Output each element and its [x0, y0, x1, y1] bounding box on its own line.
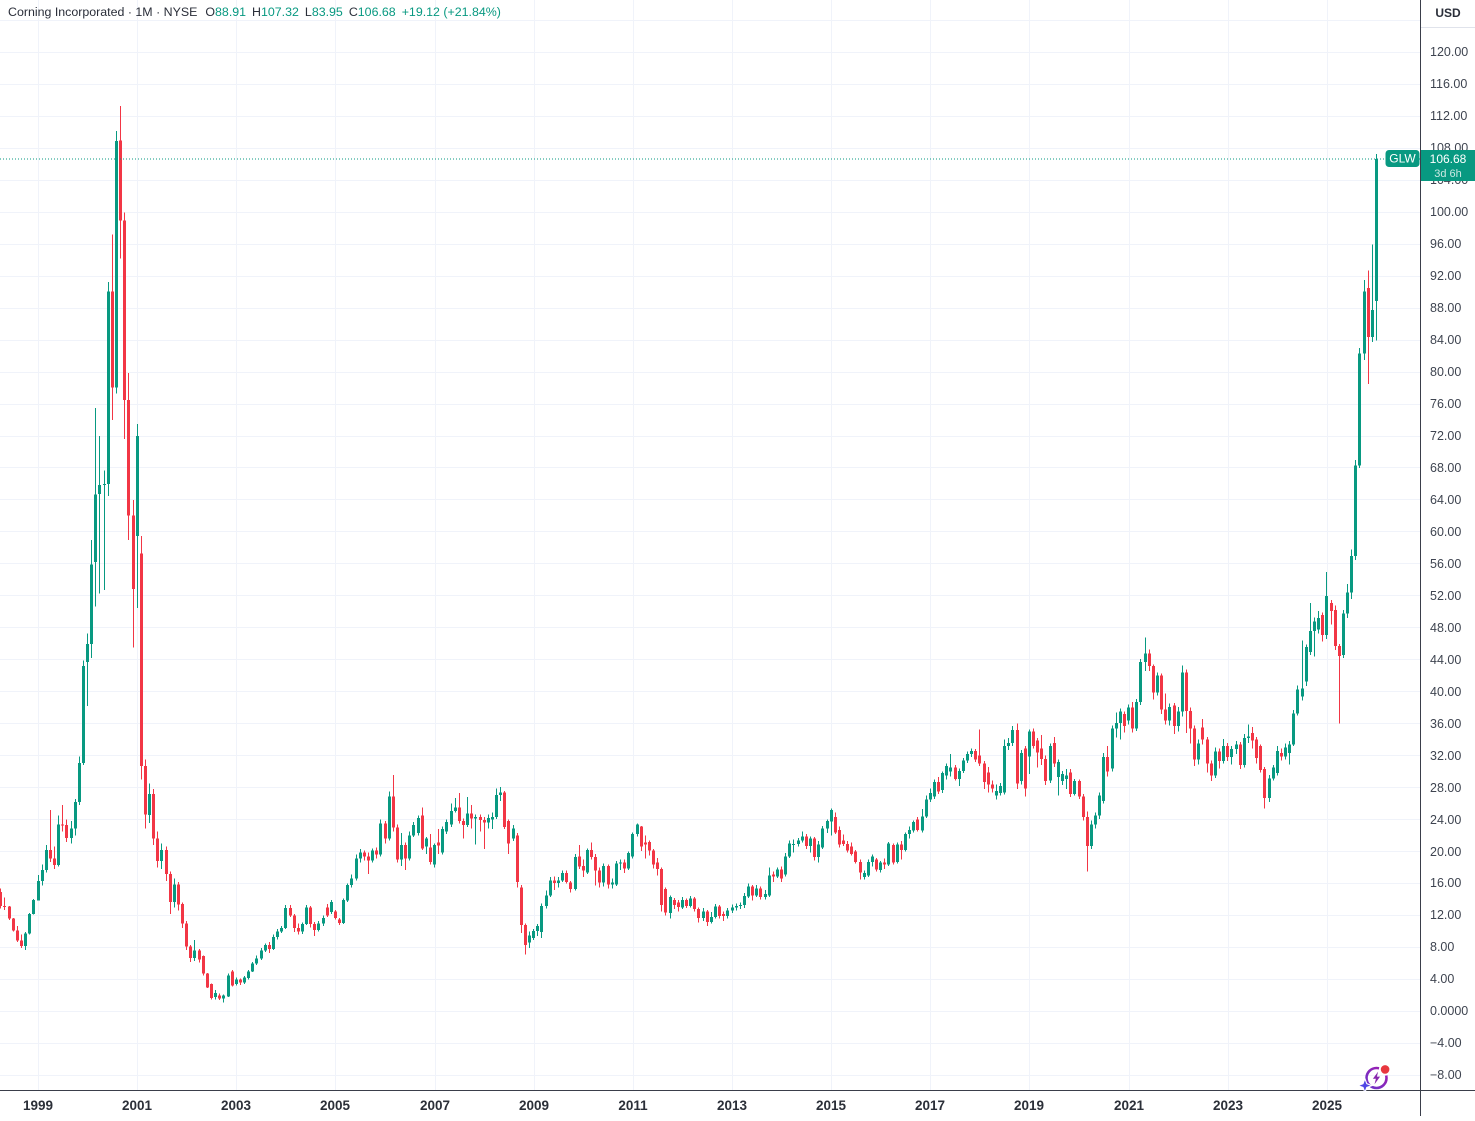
svg-text:2005: 2005 — [320, 1098, 351, 1113]
svg-text:USD: USD — [1435, 6, 1461, 20]
svg-text:106.68: 106.68 — [1430, 152, 1467, 166]
svg-text:92.00: 92.00 — [1430, 269, 1461, 283]
svg-text:76.00: 76.00 — [1430, 397, 1461, 411]
svg-text:−8.00: −8.00 — [1430, 1068, 1462, 1082]
svg-text:2011: 2011 — [618, 1098, 648, 1113]
svg-text:2015: 2015 — [816, 1098, 847, 1113]
svg-text:2007: 2007 — [420, 1098, 450, 1113]
svg-text:100.00: 100.00 — [1430, 205, 1468, 219]
svg-text:120.00: 120.00 — [1430, 45, 1468, 59]
svg-text:20.00: 20.00 — [1430, 845, 1461, 859]
svg-text:24.00: 24.00 — [1430, 813, 1461, 827]
svg-text:2013: 2013 — [717, 1098, 748, 1113]
svg-text:12.00: 12.00 — [1430, 908, 1461, 922]
svg-text:44.00: 44.00 — [1430, 653, 1461, 667]
svg-text:64.00: 64.00 — [1430, 493, 1461, 507]
svg-text:112.00: 112.00 — [1430, 109, 1467, 123]
svg-text:48.00: 48.00 — [1430, 621, 1461, 635]
svg-text:28.00: 28.00 — [1430, 781, 1461, 795]
svg-text:1999: 1999 — [23, 1098, 53, 1113]
svg-text:60.00: 60.00 — [1430, 525, 1461, 539]
svg-text:32.00: 32.00 — [1430, 749, 1461, 763]
svg-text:2003: 2003 — [221, 1098, 252, 1113]
svg-text:2019: 2019 — [1014, 1098, 1044, 1113]
svg-text:2025: 2025 — [1312, 1098, 1343, 1113]
svg-text:0.0000: 0.0000 — [1430, 1004, 1468, 1018]
svg-text:GLW: GLW — [1389, 152, 1416, 166]
svg-text:88.00: 88.00 — [1430, 301, 1461, 315]
svg-text:3d 6h: 3d 6h — [1434, 168, 1462, 180]
svg-text:84.00: 84.00 — [1430, 333, 1461, 347]
svg-text:2001: 2001 — [122, 1098, 153, 1113]
svg-text:36.00: 36.00 — [1430, 717, 1461, 731]
svg-text:116.00: 116.00 — [1430, 77, 1467, 91]
svg-text:68.00: 68.00 — [1430, 461, 1461, 475]
svg-text:2021: 2021 — [1114, 1098, 1145, 1113]
svg-text:16.00: 16.00 — [1430, 876, 1461, 890]
svg-text:52.00: 52.00 — [1430, 589, 1461, 603]
svg-text:4.00: 4.00 — [1430, 972, 1454, 986]
svg-text:2023: 2023 — [1213, 1098, 1244, 1113]
svg-text:−4.00: −4.00 — [1430, 1036, 1462, 1050]
svg-text:Corning Incorporated · 1M · NY: Corning Incorporated · 1M · NYSE O88.91 H1… — [8, 5, 501, 19]
svg-text:72.00: 72.00 — [1430, 429, 1461, 443]
svg-text:2009: 2009 — [519, 1098, 549, 1113]
svg-text:80.00: 80.00 — [1430, 365, 1461, 379]
svg-text:8.00: 8.00 — [1430, 940, 1454, 954]
svg-text:40.00: 40.00 — [1430, 685, 1461, 699]
svg-text:56.00: 56.00 — [1430, 557, 1461, 571]
svg-text:2017: 2017 — [915, 1098, 945, 1113]
svg-text:96.00: 96.00 — [1430, 237, 1461, 251]
